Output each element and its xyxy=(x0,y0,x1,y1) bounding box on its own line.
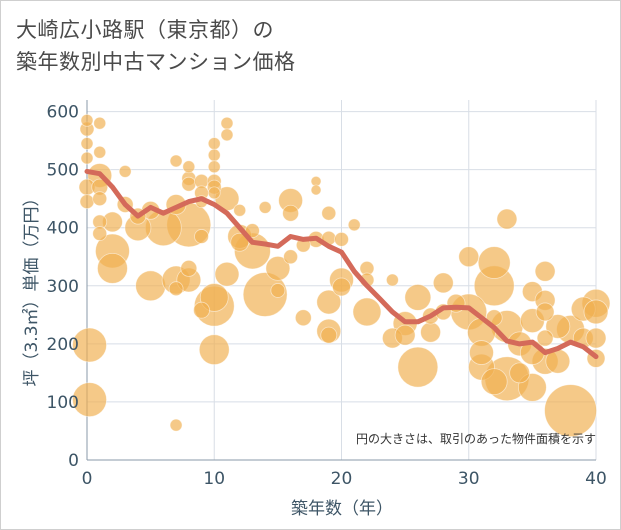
bubble-point xyxy=(198,334,230,366)
bubble-point xyxy=(207,160,221,174)
x-tick-label: 30 xyxy=(458,469,480,489)
x-tick-label: 20 xyxy=(331,469,353,489)
bubble-point xyxy=(230,232,250,252)
bubble-point xyxy=(283,249,299,265)
bubble-point xyxy=(352,297,382,327)
bubble-point xyxy=(80,137,94,150)
bubble-point xyxy=(332,277,351,297)
bubble-point xyxy=(585,327,607,349)
x-tick-label: 0 xyxy=(82,469,93,489)
bubble-point xyxy=(535,302,555,322)
average-price-line xyxy=(84,168,599,360)
bubble-point xyxy=(334,231,349,247)
bubble-point xyxy=(420,321,441,343)
bubble-point xyxy=(496,208,518,230)
bubble-point xyxy=(92,226,108,241)
bubble-point xyxy=(72,327,107,363)
bubble-point xyxy=(310,184,322,196)
bubble-point xyxy=(316,289,342,315)
bubble-point xyxy=(193,301,210,319)
bubble-point xyxy=(536,329,554,347)
bubble-point xyxy=(220,116,234,130)
bubble-point xyxy=(194,229,209,244)
bubble-point xyxy=(92,191,108,207)
x-tick-label: 40 xyxy=(585,469,607,489)
bubble-point xyxy=(80,151,94,165)
bubble-point xyxy=(72,382,107,418)
y-tick-label: 100 xyxy=(47,393,79,413)
bubble-point xyxy=(544,384,597,438)
bubble-point xyxy=(97,252,128,284)
bubble-point xyxy=(265,255,291,281)
tick-labels: 0 100 200 300 400 500 600 0 10 20 30 40 xyxy=(47,103,607,489)
bubble-point xyxy=(320,326,338,344)
bubble-point xyxy=(233,203,247,217)
bubble-point xyxy=(477,246,511,279)
bubble-point xyxy=(534,260,556,282)
bubble-point xyxy=(180,259,198,277)
bubble-point xyxy=(458,246,480,268)
bubble-point xyxy=(509,362,531,384)
y-tick-label: 0 xyxy=(68,451,79,471)
y-tick-label: 300 xyxy=(47,277,79,297)
bubble-point xyxy=(214,261,240,287)
bubble-point xyxy=(394,324,416,346)
bubble-point xyxy=(220,128,234,142)
bubble-point xyxy=(404,284,432,311)
bubble-point xyxy=(79,194,95,210)
chart-title: 大崎広小路駅（東京都）の 築年数別中古マンション価格 xyxy=(16,14,296,78)
chart-title-line-2: 築年数別中古マンション価格 xyxy=(16,50,296,74)
bubble-point xyxy=(181,176,197,192)
bubble-point xyxy=(135,270,167,302)
bubble-point xyxy=(80,113,94,127)
bubbles-layer xyxy=(72,113,611,438)
bubble-point xyxy=(583,299,609,325)
bubble-point xyxy=(168,281,184,297)
bubble-point xyxy=(545,314,571,339)
bubble-point xyxy=(321,205,337,221)
size-annotation: 円の大きさは、取引のあった物件面積を示す xyxy=(356,431,596,446)
bubble-point xyxy=(93,145,107,159)
y-axis-label: 坪（3.3㎡）単価（万円） xyxy=(22,189,42,386)
bubble-point xyxy=(282,204,300,222)
bubble-point xyxy=(258,201,272,214)
x-tick-label: 10 xyxy=(203,469,225,489)
bubble-point xyxy=(93,116,107,130)
y-tick-label: 400 xyxy=(47,219,79,239)
bubble-point xyxy=(385,273,399,287)
y-tick-label: 500 xyxy=(47,161,79,181)
bubble-point xyxy=(169,154,183,168)
bubble-point xyxy=(270,283,286,298)
bubble-point xyxy=(347,218,361,232)
bubble-point xyxy=(182,160,196,174)
bubble-point xyxy=(294,309,312,327)
bubble-point xyxy=(118,165,132,178)
bubble-point xyxy=(480,368,508,396)
bubble-point xyxy=(432,272,454,294)
bubble-point xyxy=(397,346,439,388)
bubble-point xyxy=(207,148,221,162)
y-tick-label: 600 xyxy=(47,103,79,123)
x-axis-label: 築年数（年） xyxy=(291,499,393,519)
bubble-point xyxy=(169,418,183,432)
bubble-point xyxy=(207,186,221,200)
chart-title-line-1: 大崎広小路駅（東京都）の xyxy=(16,18,274,42)
y-tick-label: 200 xyxy=(47,335,79,355)
bubble-point xyxy=(469,340,494,365)
bubble-point xyxy=(207,137,221,150)
